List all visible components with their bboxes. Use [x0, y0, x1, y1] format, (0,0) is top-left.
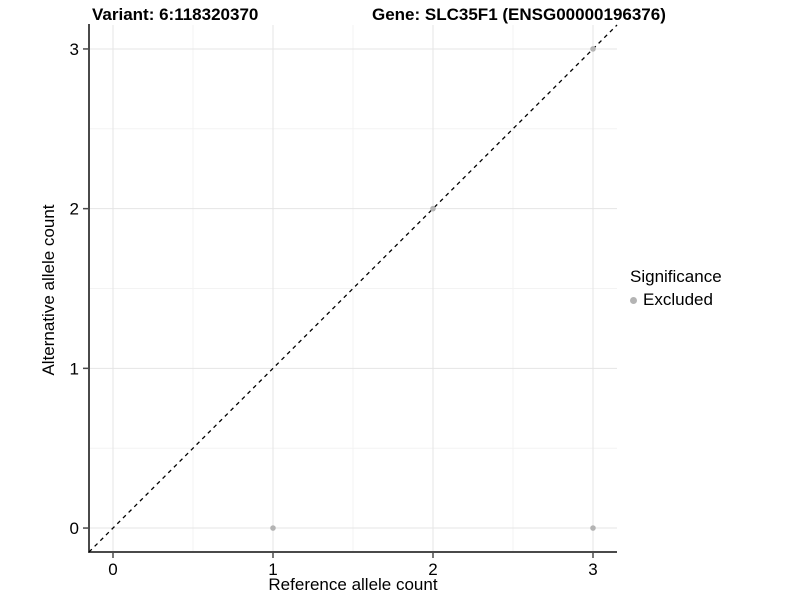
legend-title: Significance [630, 267, 722, 286]
x-tick-label: 2 [428, 560, 437, 579]
data-point [430, 205, 436, 212]
y-tick-label: 1 [70, 359, 79, 378]
legend-item-excluded: Excluded [630, 290, 722, 310]
chart-title-gene: Gene: SLC35F1 (ENSG00000196376) [372, 5, 666, 24]
legend-point-swatch [630, 296, 637, 304]
x-tick-label: 0 [108, 560, 117, 579]
data-point [270, 525, 276, 531]
y-tick-label: 2 [70, 200, 79, 219]
data-point [590, 46, 596, 52]
x-tick-label: 3 [588, 560, 597, 579]
y-tick-label: 3 [70, 40, 79, 59]
y-tick-label: 0 [70, 519, 79, 538]
x-axis-title: Reference allele count [268, 575, 438, 594]
y-axis-title: Alternative allele count [39, 204, 58, 376]
chart-title-variant: Variant: 6:118320370 [92, 5, 259, 24]
legend: Significance Excluded [630, 267, 722, 310]
data-point [590, 525, 596, 531]
x-tick-label: 1 [268, 560, 277, 579]
legend-item-label: Excluded [643, 290, 713, 309]
